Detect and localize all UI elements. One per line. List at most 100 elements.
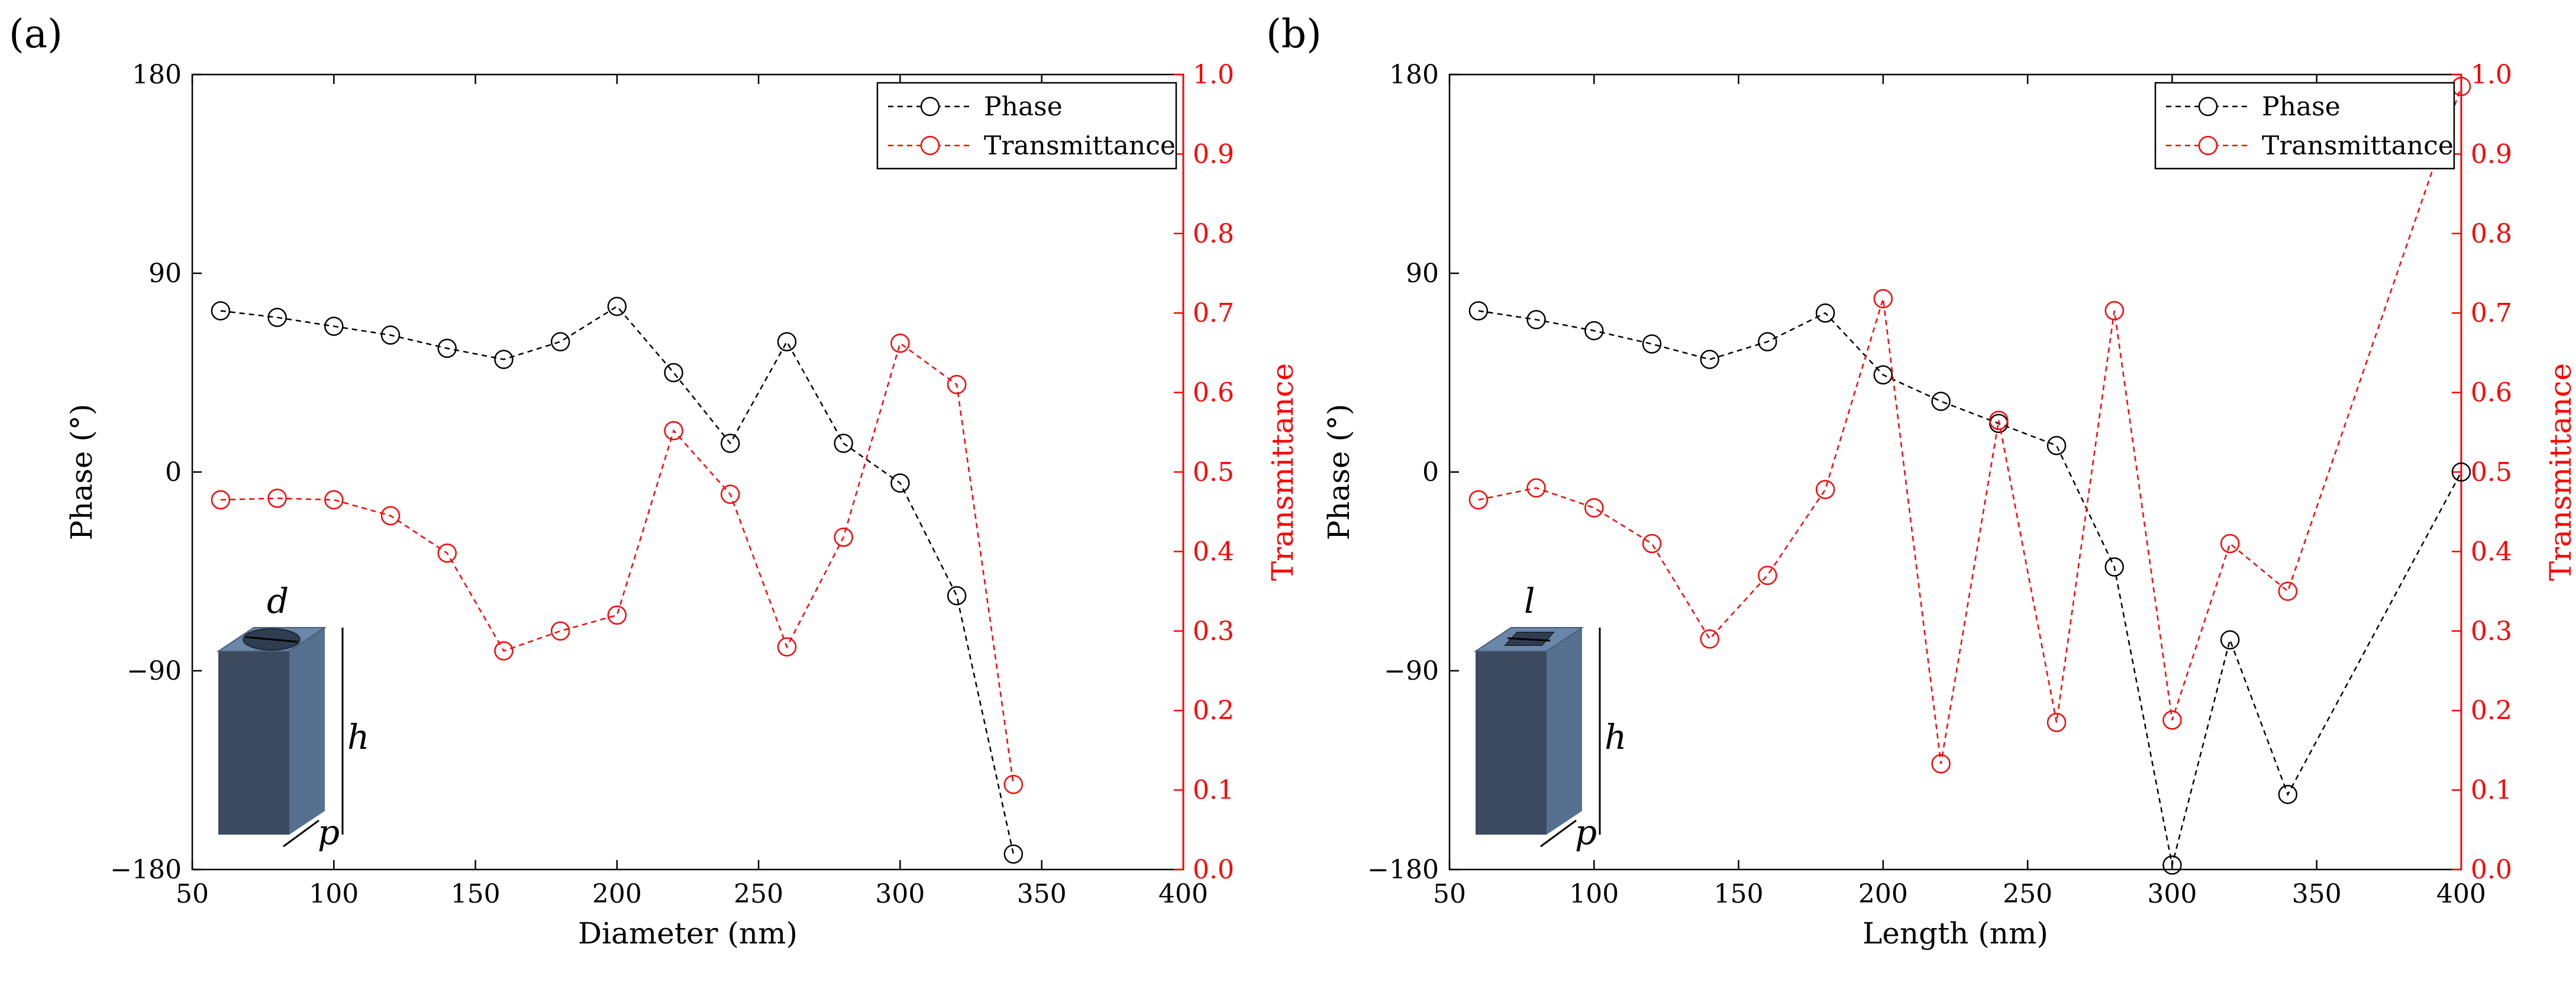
legend: Phase Transmittance [876,82,1177,170]
legend-label: Transmittance [2262,131,2454,161]
y-tick-label-right: 0.3 [2471,616,2512,647]
x-tick-label: 300 [875,879,925,909]
data-point-phase [1873,365,1893,384]
inset-height-label: h [1605,717,1626,757]
data-point-transmittance [1642,534,1662,554]
data-point-phase [1758,332,1777,351]
inset-top-label: d [267,581,289,621]
y-tick-label-left: −180 [1367,855,1439,885]
y-axis-title-right: Transmittance [1266,363,1300,581]
data-point-phase [267,308,287,327]
data-point-transmittance [1526,478,1546,498]
data-point-phase [2278,784,2298,804]
data-point-phase [1468,301,1489,321]
y-tick-label-right: 0.8 [1193,219,1234,249]
data-point-transmittance [834,527,853,547]
y-tick-label-right: 0.5 [2471,457,2512,487]
y-tick-label-right: 0.4 [2471,536,2512,567]
x-axis-title: Length (nm) [1862,916,2048,951]
data-point-transmittance [2220,534,2240,554]
data-point-phase [664,363,683,383]
data-point-transmittance [1700,629,1719,649]
data-point-phase [2162,855,2182,875]
y-tick-label-right: 0.9 [1193,139,1234,169]
x-tick-label: 400 [2436,879,2486,909]
series-phase [1468,301,2471,875]
data-point-transmittance [2278,581,2298,601]
data-point-transmittance [947,374,967,395]
data-point-transmittance [324,490,344,510]
y-axis-title-right: Transmittance [2543,363,2576,581]
plot-frame [191,73,1184,871]
y-tick-label-left: 90 [149,258,182,289]
data-point-transmittance [1931,754,1951,774]
y-tick-label-right: 1.0 [2471,60,2512,90]
x-tick-label: 350 [2292,879,2342,909]
y-tick-label-right: 0.4 [1193,536,1234,567]
y-tick-label-left: 180 [1389,60,1439,90]
data-point-phase [550,332,570,351]
data-point-transmittance [721,484,740,504]
x-axis-title: Diameter (nm) [578,916,798,951]
data-point-phase [947,586,967,606]
data-point-transmittance [607,605,627,625]
data-point-phase [607,296,627,316]
inset-period-label: p [318,812,340,852]
x-tick-label: 150 [451,879,501,909]
data-point-phase [494,350,514,369]
data-point-phase [211,301,231,321]
inset-period-label: p [1575,812,1597,852]
data-point-transmittance [494,641,514,661]
data-point-transmittance [2162,710,2182,730]
legend-label: Phase [2262,92,2341,122]
x-tick-label: 350 [1017,879,1067,909]
y-tick-label-right: 0.7 [2471,298,2512,328]
data-point-transmittance [1815,480,1835,499]
plot-frame [1448,73,2462,871]
y-tick-label-right: 0.5 [1193,457,1234,487]
data-point-phase [1931,392,1951,411]
data-point-transmittance [1758,565,1777,585]
x-tick-label: 200 [592,879,642,909]
data-point-transmittance [1003,774,1024,794]
data-point-phase [721,434,740,453]
x-tick-label: 300 [2147,879,2197,909]
data-point-phase [2104,557,2124,577]
data-point-phase [890,473,910,493]
data-point-phase [1700,350,1719,369]
inset-top-label: l [1524,581,1535,621]
diameter-arrow [245,636,298,643]
panel-label: (a) [9,11,63,57]
y-tick-label-right: 0.1 [2471,775,2512,806]
x-tick-label: 250 [2003,879,2052,909]
series-phase [211,296,1024,864]
inset-height-label: h [347,717,369,757]
legend-marker [920,96,940,117]
x-tick-label: 150 [1714,879,1764,909]
data-point-transmittance [437,543,457,563]
data-point-transmittance [1468,490,1489,510]
y-tick-label-left: 0 [1422,457,1439,487]
data-point-transmittance [2104,300,2124,321]
data-point-transmittance [777,637,797,657]
data-point-phase [1642,334,1662,354]
data-point-transmittance [267,489,287,508]
data-point-phase [380,325,401,345]
data-point-phase [834,434,853,453]
data-point-transmittance [664,421,683,441]
data-point-phase [777,332,797,351]
x-tick-label: 250 [734,879,783,909]
y-tick-label-right: 0.9 [2471,139,2512,169]
cube-side-face [1547,628,1582,835]
data-point-phase [1003,844,1024,864]
data-point-transmittance [380,506,401,526]
unit-cell-inset: l h p [1473,581,1626,852]
cube-front-face [1476,651,1547,835]
legend-marker [2198,135,2218,156]
legend: Phase Transmittance [2154,82,2455,170]
series-line-phase [1478,310,2462,865]
data-point-phase [2220,630,2240,649]
data-point-transmittance [1873,289,1893,309]
